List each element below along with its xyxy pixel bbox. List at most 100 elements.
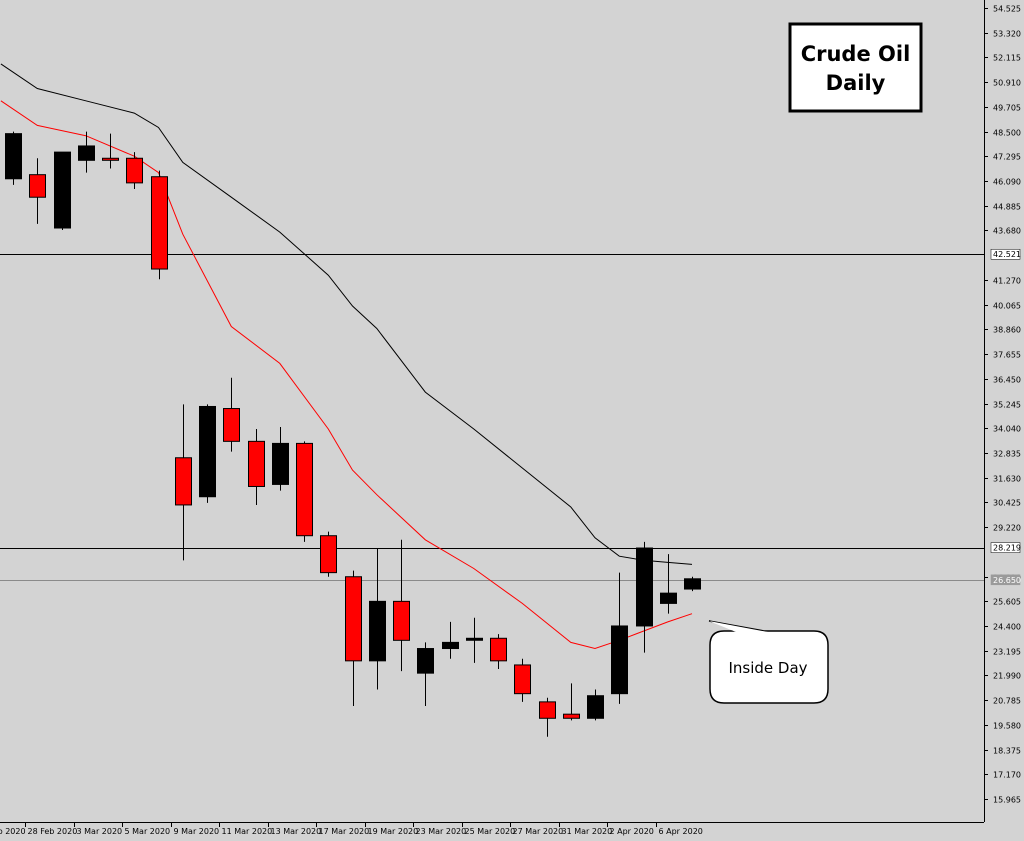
y-tick-label: 15.965	[993, 796, 1021, 805]
callout-bubble	[708, 620, 829, 704]
price-level-tag-label: 42.521	[993, 250, 1021, 259]
price-level-tag	[990, 248, 1021, 260]
candle	[29, 158, 46, 224]
y-axis-ticks: 54.525 53.320 52.115 50.910 49.705 48.500 47.2…	[984, 5, 1021, 805]
x-tick-label: 2 Apr 2020	[610, 827, 654, 836]
candle	[102, 133, 119, 169]
candle	[126, 152, 143, 190]
bullish-candle-body	[54, 151, 71, 229]
inside-day-callout: Inside Day	[708, 620, 829, 704]
y-tick-label: 29.220	[993, 524, 1021, 533]
y-tick-label: 30.425	[993, 499, 1021, 508]
y-tick-label: 23.195	[993, 648, 1021, 657]
y-tick-label: 35.245	[993, 401, 1021, 410]
price-level-tag	[990, 542, 1021, 553]
candles	[5, 131, 701, 737]
x-tick-label: Feb 2020	[0, 827, 26, 836]
x-tick-label: 25 Mar 2020	[465, 827, 516, 836]
bullish-candle-body	[442, 641, 459, 650]
candle	[563, 683, 580, 721]
x-tick-label: 19 Mar 2020	[368, 827, 419, 836]
candle	[442, 621, 459, 659]
candle	[272, 426, 289, 491]
title-box-frame	[788, 22, 923, 113]
bearish-candle-body	[345, 576, 362, 662]
bullish-candle-body	[636, 547, 653, 627]
candle	[78, 131, 95, 173]
bearish-candle-body	[320, 535, 337, 574]
chart-title-line2: Daily	[826, 71, 886, 95]
bullish-candle-body	[5, 133, 22, 180]
candle	[175, 404, 192, 561]
title-box: Crude Oil Daily	[788, 22, 923, 113]
bearish-candle-body	[393, 600, 410, 641]
callout-text: Inside Day	[728, 659, 807, 677]
bullish-candle-body	[466, 637, 483, 641]
y-tick-label: 36.450	[993, 376, 1021, 385]
bearish-candle-body	[539, 701, 556, 719]
y-tick-label: 18.375	[993, 747, 1021, 756]
candle	[417, 642, 434, 706]
y-tick-label: 24.400	[993, 623, 1021, 632]
candle	[539, 697, 556, 737]
candle	[393, 539, 410, 672]
y-tick-label: 44.885	[993, 203, 1021, 212]
candle	[490, 634, 507, 670]
bullish-candle-body	[611, 625, 628, 695]
candle	[636, 541, 653, 653]
x-tick-label: 5 Mar 2020	[125, 827, 171, 836]
x-tick-label: 13 Mar 2020	[271, 827, 322, 836]
bearish-candle-body	[126, 157, 143, 184]
bearish-candle-body	[563, 713, 580, 719]
bullish-candle-body	[369, 600, 386, 662]
x-tick-label: 23 Mar 2020	[416, 827, 467, 836]
y-tick-label: 19.580	[993, 722, 1021, 731]
y-tick-label: 37.655	[993, 351, 1021, 360]
x-tick-label: 3 Mar 2020	[77, 827, 123, 836]
bullish-candle-body	[587, 695, 604, 719]
y-tick-label: 53.320	[993, 30, 1021, 39]
candle	[587, 689, 604, 721]
y-tick-label: 41.270	[993, 277, 1021, 286]
bearish-candle-body	[296, 442, 313, 537]
bullish-candle-body	[417, 648, 434, 674]
y-tick-label: 52.115	[993, 54, 1021, 63]
candle	[54, 151, 71, 231]
candle	[320, 531, 337, 577]
axes	[0, 0, 985, 823]
y-tick-label: 43.680	[993, 227, 1021, 236]
price-level-tag-label: 26.650	[993, 576, 1021, 585]
y-tick-label: 17.170	[993, 771, 1021, 780]
bearish-candle-body	[223, 408, 240, 442]
candle	[611, 572, 628, 704]
price-level-tag-label: 28.219	[993, 544, 1021, 553]
bullish-candle-body	[660, 592, 677, 604]
y-tick-label: 34.040	[993, 425, 1021, 434]
bearish-candle-body	[102, 157, 119, 161]
price-level-tag	[990, 574, 1021, 586]
x-tick-label: 27 Mar 2020	[513, 827, 564, 836]
y-tick-label: 20.785	[993, 697, 1021, 706]
bullish-candle-body	[199, 405, 216, 498]
bullish-candle-body	[78, 145, 95, 161]
y-tick-label: 32.835	[993, 450, 1021, 459]
bearish-candle-body	[490, 637, 507, 662]
slow-moving-average-line	[0, 63, 693, 565]
bearish-candle-body	[175, 457, 192, 506]
bearish-candle-body	[29, 174, 46, 198]
x-tick-label: 17 Mar 2020	[319, 827, 370, 836]
candle	[684, 576, 701, 592]
candle	[345, 570, 362, 706]
bearish-candle-body	[248, 440, 265, 487]
chart-title-line1: Crude Oil	[801, 42, 911, 66]
x-tick-label: 9 Mar 2020	[174, 827, 220, 836]
candle	[248, 429, 265, 505]
candle	[466, 617, 483, 663]
candle	[5, 131, 22, 185]
y-tick-label: 48.500	[993, 129, 1021, 138]
candle	[223, 377, 240, 452]
